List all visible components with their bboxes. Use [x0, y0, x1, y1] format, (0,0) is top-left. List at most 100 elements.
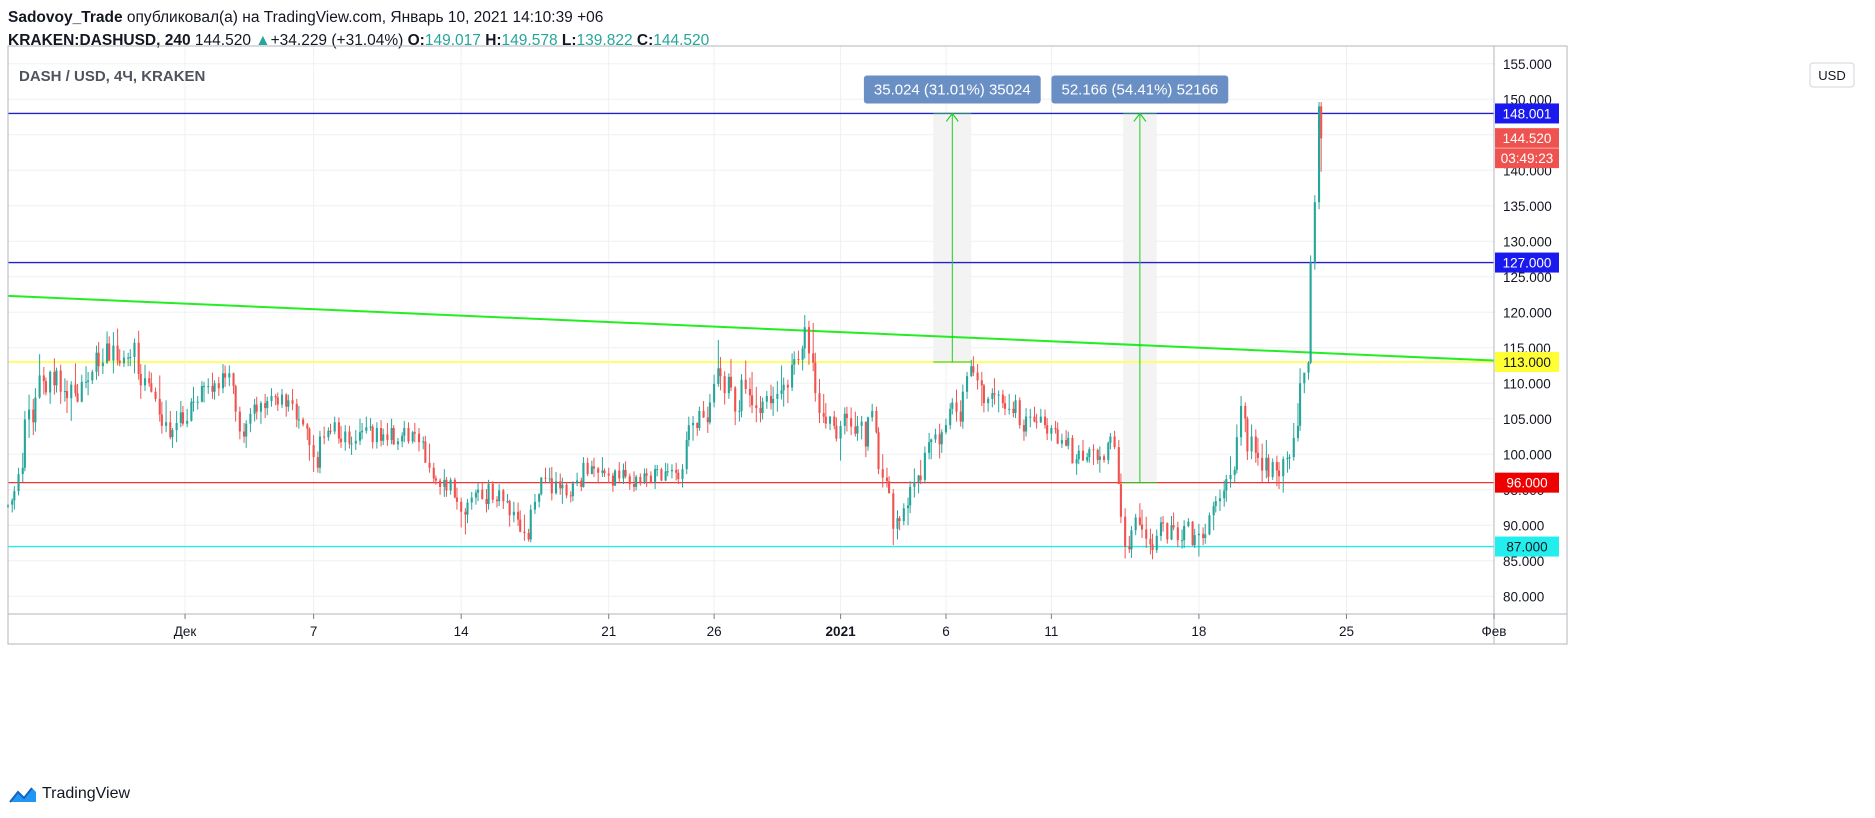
candle	[1233, 466, 1236, 484]
candle	[1046, 418, 1049, 441]
candle	[1124, 508, 1127, 559]
candle	[1096, 448, 1099, 465]
candle	[902, 503, 905, 526]
candle	[38, 354, 41, 399]
candle-body	[224, 373, 227, 378]
candle-body	[519, 519, 522, 532]
candle	[171, 427, 174, 448]
candle	[972, 356, 975, 377]
candle-body	[1307, 362, 1310, 373]
candle-body	[396, 441, 399, 445]
candle-body	[382, 434, 385, 441]
candle	[744, 360, 747, 394]
candle	[21, 452, 24, 482]
candle-body	[643, 473, 646, 483]
price-level-label[interactable]: 96.000	[1495, 472, 1559, 493]
candle-body	[181, 412, 185, 424]
candle-body	[961, 391, 964, 422]
candle	[719, 356, 722, 391]
descending-trendline[interactable]	[7, 294, 1495, 362]
candle	[287, 394, 290, 412]
candle-body	[1223, 490, 1226, 499]
candle	[422, 436, 425, 450]
y-tick-label: 135.000	[1503, 199, 1552, 214]
candle	[1109, 432, 1112, 450]
candle-body	[717, 368, 720, 384]
candle-body	[660, 469, 663, 481]
candle	[337, 417, 340, 444]
candle	[455, 487, 459, 510]
candle-body	[751, 395, 754, 406]
candle	[717, 339, 720, 387]
candle-body	[417, 433, 421, 443]
high-label: H:	[485, 32, 502, 49]
candle	[32, 398, 35, 436]
candle-body	[965, 376, 969, 392]
candle-body	[259, 403, 262, 412]
candle	[339, 425, 343, 448]
price-level-label[interactable]: 127.000	[1495, 252, 1559, 273]
last-price-value: 144.520	[1503, 131, 1552, 146]
countdown-timer: 03:49:23	[1501, 151, 1554, 166]
publish-line: Sadovoy_Trade опубликовал(а) на TradingV…	[8, 6, 709, 29]
candle-body	[160, 414, 163, 426]
candle	[386, 423, 389, 446]
author-name[interactable]: Sadovoy_Trade	[8, 9, 123, 26]
tradingview-brand[interactable]: TradingView	[8, 784, 130, 804]
candle	[243, 423, 246, 443]
candle-body	[432, 467, 435, 479]
candle-body	[919, 475, 922, 480]
candle-body	[856, 425, 859, 434]
candle	[308, 427, 311, 461]
candle	[295, 398, 298, 428]
measure-label: 35.024 (31.01%) 35024	[874, 81, 1031, 98]
candle	[1170, 516, 1173, 541]
candle	[1267, 454, 1270, 482]
price-level-label[interactable]: 87.000	[1495, 536, 1559, 557]
candle-body	[607, 473, 610, 476]
candle	[793, 351, 796, 375]
price-level-label[interactable]: 113.000	[1495, 351, 1559, 372]
price-level-label[interactable]: 148.001	[1495, 103, 1559, 124]
currency-button[interactable]: USD	[1809, 62, 1855, 88]
candle-body	[1088, 449, 1091, 458]
measure-tool[interactable]: 35.024 (31.01%) 35024	[863, 75, 1041, 363]
candle	[169, 410, 172, 440]
candle-body	[1166, 523, 1169, 540]
candle-body	[698, 410, 701, 428]
candle-body	[221, 373, 225, 389]
candle-body	[1275, 462, 1278, 471]
candle	[1202, 527, 1205, 546]
candle-body	[318, 436, 322, 468]
candle	[1292, 423, 1295, 461]
candle-body	[1140, 524, 1144, 530]
candle-body	[21, 467, 24, 475]
candle-body	[1212, 506, 1215, 516]
candle	[316, 451, 319, 473]
candle	[108, 336, 111, 362]
candle	[80, 374, 83, 403]
candle	[685, 431, 688, 475]
candle-body	[906, 505, 910, 509]
candle-body	[143, 378, 147, 386]
candle-body	[112, 345, 115, 361]
candle-body	[603, 470, 606, 474]
candle-body	[207, 386, 210, 388]
candle	[1092, 444, 1095, 465]
candle	[565, 481, 568, 499]
candle	[645, 468, 648, 487]
candle	[660, 467, 663, 482]
candle	[540, 476, 543, 496]
candle-body	[118, 360, 121, 364]
candle-body	[148, 378, 151, 384]
candle-body	[949, 408, 952, 426]
candle-body	[972, 366, 975, 373]
candle-body	[850, 418, 853, 427]
candle-body	[49, 371, 52, 393]
candle-body	[828, 416, 832, 424]
candle-body	[137, 342, 140, 375]
measure-tool[interactable]: 52.166 (54.41%) 52166	[1051, 75, 1229, 484]
candle	[306, 423, 309, 441]
candle	[13, 486, 16, 510]
